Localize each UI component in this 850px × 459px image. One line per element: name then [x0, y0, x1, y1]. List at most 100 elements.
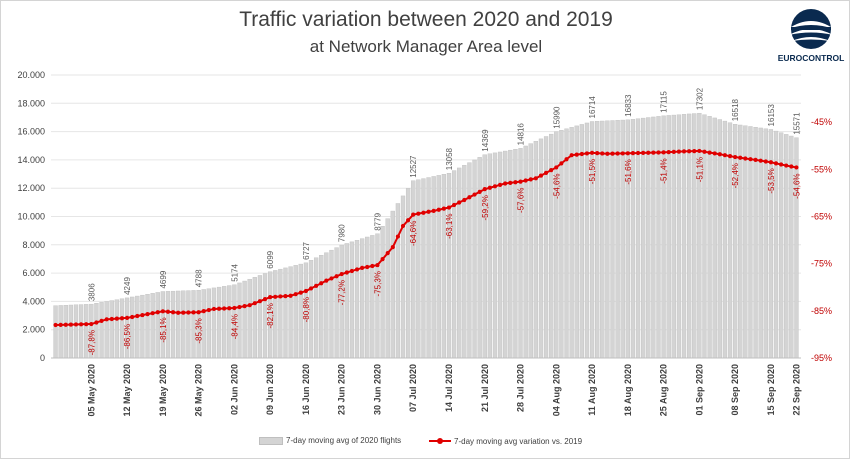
variation-point	[222, 306, 227, 311]
variation-point	[349, 268, 355, 274]
x-tick-label: 14 Jul 2020	[444, 364, 454, 412]
bar	[538, 138, 544, 359]
variation-point	[676, 149, 682, 154]
variation-point	[252, 301, 257, 306]
y-left-tick-label: 8.000	[22, 240, 45, 250]
bar	[605, 120, 610, 359]
y-right-tick-label: -95%	[811, 353, 832, 363]
bar	[247, 278, 252, 359]
variation-point	[150, 311, 155, 316]
bar	[216, 286, 222, 359]
bar	[732, 124, 738, 359]
variation-point	[390, 245, 395, 250]
y-right-tick-label: -75%	[811, 259, 832, 269]
variation-point	[308, 286, 314, 291]
variation-point	[768, 160, 773, 165]
variation-point	[789, 164, 794, 169]
y-right-tick-label: -65%	[811, 212, 832, 222]
variation-point	[595, 151, 600, 156]
bar	[574, 125, 579, 359]
bar-value-label: 12527	[409, 155, 418, 178]
bar-value-label: 14816	[517, 123, 526, 146]
y-right-tick-label: -85%	[811, 306, 832, 316]
line-value-label: -77,2%	[338, 280, 347, 305]
bar	[252, 277, 257, 359]
line-value-label: -85,1%	[159, 317, 168, 342]
variation-point	[503, 181, 508, 186]
variation-point	[452, 202, 457, 208]
variation-point	[84, 322, 89, 327]
bar	[68, 304, 74, 359]
x-tick-label: 01 Sep 2020	[694, 364, 704, 416]
bar	[467, 162, 472, 359]
bar	[242, 280, 247, 359]
variation-point	[559, 161, 564, 166]
variation-point	[73, 322, 79, 327]
variation-point	[58, 322, 63, 327]
line-value-label: -57,6%	[517, 188, 526, 213]
variation-point	[661, 150, 666, 155]
variation-point	[554, 165, 559, 170]
bar-value-label: 15571	[792, 112, 801, 135]
variation-point	[406, 218, 411, 223]
variation-point	[186, 310, 191, 315]
bar	[600, 120, 605, 359]
variation-point	[615, 151, 620, 156]
variation-point	[283, 293, 288, 299]
variation-point	[794, 165, 799, 170]
variation-point	[610, 151, 615, 156]
x-tick-label: 21 Jul 2020	[480, 364, 490, 412]
bar	[416, 179, 421, 359]
variation-point	[360, 265, 365, 271]
variation-point	[543, 170, 549, 175]
bar	[472, 159, 477, 359]
y-left-tick-label: 2.000	[22, 325, 45, 335]
bar	[794, 137, 799, 359]
variation-point	[385, 251, 390, 256]
line-series-variation	[53, 148, 799, 328]
variation-point	[181, 310, 186, 315]
line-value-label: -86,5%	[123, 324, 132, 349]
x-tick-label: 28 Jul 2020	[516, 364, 526, 412]
y-left-tick-label: 14.000	[17, 155, 45, 165]
variation-point	[518, 179, 523, 184]
bar-value-labels: 3806 4249 4699 4788 5174 6099 6727 7980 8779 1252…	[87, 87, 801, 301]
variation-point	[779, 162, 784, 167]
bar	[564, 128, 569, 359]
x-tick-label: 23 Jun 2020	[337, 364, 347, 415]
variation-point	[135, 313, 140, 319]
variation-point	[426, 209, 431, 214]
variation-point	[681, 149, 687, 154]
eurocontrol-logo: EUROCONTROL	[778, 9, 844, 63]
globe-icon	[788, 9, 834, 49]
variation-point	[160, 309, 165, 314]
bar	[135, 295, 140, 359]
variation-point	[303, 288, 309, 294]
bar-value-label: 4699	[159, 270, 168, 288]
bar	[329, 249, 334, 359]
variation-point	[227, 306, 232, 311]
y-left-tick-label: 6.000	[22, 268, 45, 278]
x-tick-label: 11 Aug 2020	[587, 364, 597, 416]
variation-point	[727, 154, 733, 159]
variation-point	[748, 157, 753, 162]
line-value-label: -51,4%	[660, 158, 669, 183]
bar	[313, 257, 319, 359]
bar	[104, 301, 109, 359]
bar	[73, 304, 79, 359]
bar-value-label: 5174	[230, 263, 239, 281]
variation-point	[165, 309, 171, 314]
bar	[738, 124, 743, 359]
variation-point	[211, 306, 217, 312]
variation-point	[400, 223, 406, 229]
bar-value-label: 13058	[445, 147, 454, 170]
variation-point	[605, 151, 610, 156]
bar	[431, 176, 436, 359]
variation-point	[124, 315, 130, 321]
variation-point	[53, 322, 58, 328]
line-value-label: -85,3%	[195, 318, 204, 343]
variation-point	[671, 149, 676, 154]
line-value-label: -64,6%	[409, 221, 418, 246]
bar	[385, 218, 390, 359]
